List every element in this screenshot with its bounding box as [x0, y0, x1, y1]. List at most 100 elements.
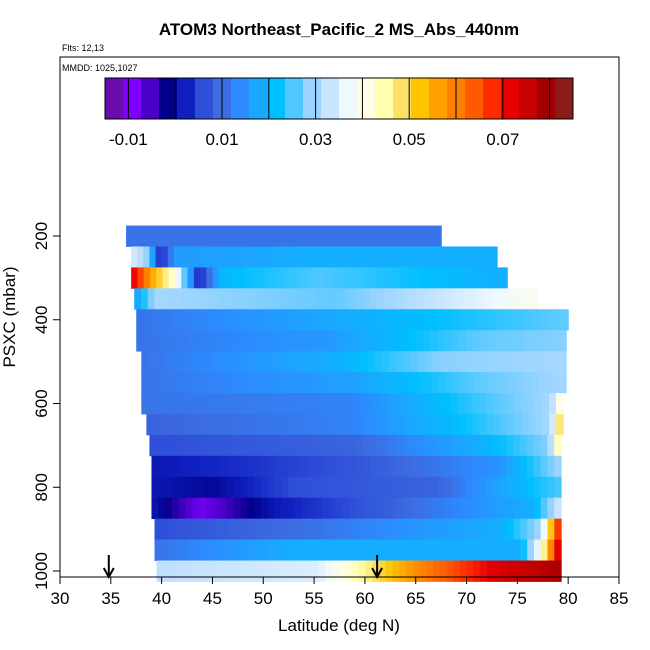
- heatmap-cell: [311, 560, 319, 582]
- heatmap-cell: [350, 246, 358, 268]
- heatmap-cell: [443, 288, 451, 310]
- heatmap-cell: [384, 539, 393, 561]
- heatmap-cell: [201, 518, 210, 540]
- heatmap-cell: [179, 246, 187, 268]
- heatmap-cell: [192, 476, 200, 499]
- heatmap-cell: [273, 309, 281, 331]
- heatmap-cell: [544, 330, 553, 352]
- heatmap-cell: [410, 413, 418, 436]
- heatmap-cell: [378, 539, 386, 561]
- heatmap-cell: [197, 434, 205, 457]
- heatmap-cell: [513, 560, 522, 582]
- heatmap-cell: [438, 413, 446, 436]
- heatmap-cell: [338, 393, 346, 415]
- heatmap-cell: [439, 560, 448, 582]
- heatmap-cell: [488, 309, 497, 331]
- heatmap-cell: [288, 455, 296, 478]
- heatmap-cell: [513, 539, 522, 561]
- heatmap-cell: [317, 539, 325, 561]
- heatmap-cell: [527, 393, 536, 415]
- heatmap-cell: [369, 267, 377, 289]
- heatmap-cell: [134, 288, 142, 310]
- heatmap-cell: [306, 413, 314, 436]
- heatmap-cell: [375, 267, 383, 289]
- heatmap-cell: [171, 497, 180, 520]
- heatmap-cell: [544, 372, 553, 394]
- heatmap-cell: [458, 476, 467, 499]
- heatmap-cell: [169, 351, 178, 373]
- heatmap-cell: [423, 434, 432, 457]
- heatmap-cell: [271, 246, 279, 268]
- heatmap-cell: [178, 455, 187, 478]
- heatmap-cell: [432, 539, 440, 561]
- heatmap-cell: [247, 476, 255, 499]
- heatmap-cell: [317, 518, 325, 540]
- heatmap-cell: [141, 372, 149, 394]
- colorbar-swatch: [357, 78, 376, 119]
- x-tick-label: 60: [355, 589, 374, 608]
- heatmap-cell: [371, 518, 379, 540]
- heatmap-cell: [406, 560, 414, 582]
- heatmap-cell: [192, 246, 199, 268]
- heatmap-cell: [204, 393, 213, 415]
- heatmap-cell: [192, 455, 200, 478]
- heatmap-cell: [500, 560, 508, 582]
- heatmap-cell: [289, 246, 297, 268]
- heatmap-cell: [173, 225, 180, 247]
- heatmap-cell: [267, 393, 276, 415]
- heatmap-cell: [409, 225, 416, 247]
- heatmap-cell: [431, 413, 439, 436]
- heatmap-cell: [200, 330, 209, 352]
- heatmap-cell: [278, 413, 286, 436]
- heatmap-cell: [215, 518, 223, 540]
- heatmap-cell: [504, 288, 512, 310]
- heatmap-cell: [131, 267, 139, 289]
- heatmap-cell: [315, 225, 321, 247]
- heatmap-cell: [337, 518, 345, 540]
- heatmap-cell: [516, 351, 525, 373]
- heatmap-cell: [480, 560, 488, 582]
- heatmap-cell: [523, 330, 531, 352]
- heatmap-cell: [478, 393, 487, 415]
- colorbar-swatch: [159, 78, 178, 119]
- heatmap-cell: [471, 393, 480, 415]
- heatmap-cell: [534, 560, 542, 582]
- heatmap-cell: [262, 539, 271, 561]
- heatmap-cell: [485, 455, 494, 478]
- heatmap-cell: [403, 288, 411, 310]
- heatmap-cell: [188, 539, 196, 561]
- heatmap-cell: [218, 393, 227, 415]
- heatmap-cell: [338, 246, 346, 268]
- heatmap-cell: [356, 267, 364, 289]
- heatmap-cell: [497, 288, 505, 310]
- heatmap-cell: [211, 393, 220, 415]
- heatmap-cell: [466, 560, 475, 582]
- heatmap-cell: [510, 288, 519, 310]
- heatmap-cell: [307, 246, 315, 268]
- heatmap-cell: [230, 560, 239, 582]
- heatmap-cell: [341, 434, 349, 457]
- x-axis-label: Latitude (deg N): [278, 616, 400, 635]
- heatmap-cell: [193, 309, 202, 331]
- heatmap-cell: [240, 476, 248, 499]
- heatmap-cell: [301, 246, 309, 268]
- heatmap-cell: [445, 372, 454, 394]
- heatmap-cell: [187, 267, 195, 289]
- heatmap-cell: [288, 393, 297, 415]
- heatmap-cell: [215, 539, 223, 561]
- heatmap-cell: [495, 372, 504, 394]
- heatmap-cell: [309, 288, 317, 310]
- heatmap-cell: [523, 351, 532, 373]
- x-tick-label: 40: [152, 589, 171, 608]
- heatmap-cell: [345, 393, 353, 415]
- heatmap-cell: [399, 246, 407, 268]
- heatmap-cell: [405, 518, 413, 540]
- heatmap-cell: [459, 351, 468, 373]
- heatmap-cell: [325, 225, 332, 247]
- heatmap-cell: [165, 455, 173, 478]
- heatmap-cell: [197, 372, 206, 394]
- heatmap-cell: [262, 267, 270, 289]
- heatmap-cell: [149, 246, 157, 268]
- heatmap-cell: [210, 225, 216, 247]
- heatmap-cell: [158, 476, 166, 499]
